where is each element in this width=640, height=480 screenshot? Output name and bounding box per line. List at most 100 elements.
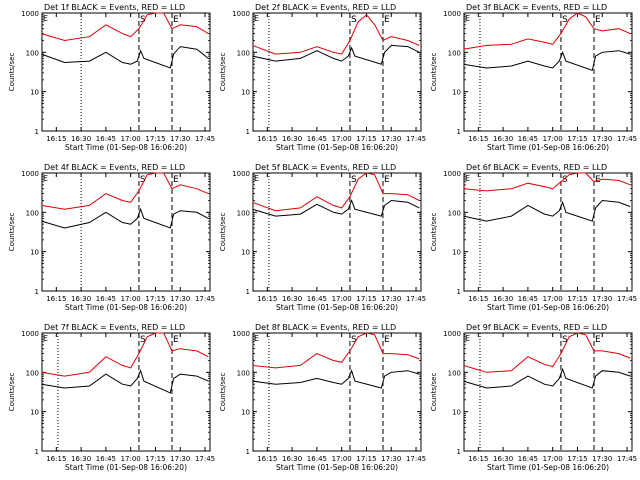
x-tick-label: 17:45 xyxy=(195,135,215,143)
chart-title: Det 2f BLACK = Events, RED = LLD xyxy=(255,3,396,12)
series-line-events xyxy=(252,369,420,389)
x-tick-label: 17:15 xyxy=(567,455,587,463)
chart-panel-3: Det 3f BLACK = Events, RED = LLD E 1 10 100 1… xyxy=(430,3,637,152)
x-tick-label: 17:30 xyxy=(381,455,401,463)
start-marker: S xyxy=(351,335,357,345)
y-tick-label: 1000 xyxy=(21,170,39,178)
plot-frame xyxy=(463,332,633,452)
chart-panel-5: Det 5f BLACK = Events, RED = LLD E 1 10 100 1… xyxy=(219,163,426,312)
y-tick-label: 100 xyxy=(26,369,39,377)
x-tick-label: 17:45 xyxy=(617,455,637,463)
x-tick-label: 17:15 xyxy=(145,135,165,143)
series-line-events xyxy=(463,50,631,71)
x-tick-label: 17:30 xyxy=(170,135,190,143)
y-tick-label: 100 xyxy=(26,49,39,57)
start-marker: S xyxy=(562,175,568,185)
y-tick-label: 10 xyxy=(452,409,461,417)
chart-panel-9: Det 9f BLACK = Events, RED = LLD E 1 10 100 1… xyxy=(430,323,637,472)
y-tick-label: 10 xyxy=(241,409,250,417)
chart-panel-7: Det 7f BLACK = Events, RED = LLD E 1 10 100 1… xyxy=(8,323,215,472)
chart-title: Det 3f BLACK = Events, RED = LLD xyxy=(466,3,607,12)
y-tick-label: 10 xyxy=(241,249,250,257)
y-tick-label: 10 xyxy=(30,409,39,417)
plot-frame xyxy=(252,172,422,292)
chart-title: Det 8f BLACK = Events, RED = LLD xyxy=(255,323,396,332)
x-tick-label: 17:45 xyxy=(406,295,426,303)
x-tick-label: 17:15 xyxy=(356,455,376,463)
x-tick-label: 17:15 xyxy=(567,135,587,143)
x-tick-label: 16:45 xyxy=(518,455,538,463)
chart-panel-1: Det 1f BLACK = Events, RED = LLD E 1 10 100 1… xyxy=(8,3,215,152)
series-line-events xyxy=(41,207,209,229)
x-tick-label: 16:45 xyxy=(518,295,538,303)
x-tick-label: 17:45 xyxy=(406,455,426,463)
x-tick-label: 17:30 xyxy=(170,295,190,303)
x-tick-label: 17:00 xyxy=(543,295,563,303)
x-tick-label: 17:00 xyxy=(332,455,352,463)
start-marker: S xyxy=(351,175,357,185)
x-tick-label: 16:15 xyxy=(468,135,488,143)
y-tick-label: 1000 xyxy=(21,10,39,18)
x-tick-label: 17:15 xyxy=(356,295,376,303)
plot-frame xyxy=(41,12,211,132)
y-tick-label: 1000 xyxy=(21,330,39,338)
corner-marker: E xyxy=(465,14,470,23)
chart-title: Det 4f BLACK = Events, RED = LLD xyxy=(44,163,185,172)
series-line-lld xyxy=(463,12,631,50)
corner-marker: E xyxy=(254,174,259,183)
x-tick-label: 16:15 xyxy=(257,455,277,463)
x-tick-label: 16:45 xyxy=(518,135,538,143)
series-line-lld xyxy=(252,172,420,212)
plot-frame xyxy=(252,332,422,452)
plot-frame xyxy=(41,172,211,292)
y-tick-label: 10 xyxy=(241,89,250,97)
end-marker: E xyxy=(595,15,601,25)
x-tick-label: 17:00 xyxy=(121,135,141,143)
x-tick-label: 16:30 xyxy=(71,135,91,143)
series-line-lld xyxy=(252,332,420,369)
x-tick-label: 17:00 xyxy=(332,295,352,303)
x-axis-label: Start Time (01-Sep-08 16:06:20) xyxy=(65,143,187,152)
y-tick-label: 100 xyxy=(448,209,461,217)
x-tick-label: 17:15 xyxy=(567,295,587,303)
series-line-events xyxy=(463,367,631,389)
x-tick-label: 17:30 xyxy=(592,295,612,303)
y-axis-label: Counts/sec xyxy=(8,373,16,412)
y-tick-label: 1000 xyxy=(232,170,250,178)
chart-title: Det 7f BLACK = Events, RED = LLD xyxy=(44,323,185,332)
series-line-events xyxy=(252,199,420,217)
corner-marker: E xyxy=(43,174,48,183)
y-tick-label: 10 xyxy=(452,89,461,97)
y-tick-label: 1000 xyxy=(443,170,461,178)
x-tick-label: 16:15 xyxy=(257,135,277,143)
chart-title: Det 9f BLACK = Events, RED = LLD xyxy=(466,323,607,332)
y-axis-label: Counts/sec xyxy=(430,213,438,252)
y-tick-label: 1 xyxy=(246,288,250,296)
y-tick-label: 10 xyxy=(30,249,39,257)
y-tick-label: 1 xyxy=(35,448,39,456)
y-tick-label: 10 xyxy=(452,249,461,257)
x-tick-label: 16:30 xyxy=(493,455,513,463)
y-tick-label: 1 xyxy=(35,288,39,296)
x-tick-label: 17:15 xyxy=(356,135,376,143)
x-tick-label: 16:45 xyxy=(307,295,327,303)
x-tick-label: 17:45 xyxy=(195,295,215,303)
start-marker: S xyxy=(140,15,146,25)
x-axis-label: Start Time (01-Sep-08 16:06:20) xyxy=(487,143,609,152)
series-line-lld xyxy=(41,12,209,42)
end-marker: E xyxy=(173,335,179,345)
y-tick-label: 100 xyxy=(237,369,250,377)
y-tick-label: 1 xyxy=(246,448,250,456)
start-marker: S xyxy=(562,15,568,25)
chart-title: Det 6f BLACK = Events, RED = LLD xyxy=(466,163,607,172)
y-tick-label: 1 xyxy=(246,128,250,136)
x-tick-label: 17:00 xyxy=(121,455,141,463)
x-tick-label: 17:45 xyxy=(195,455,215,463)
x-tick-label: 16:45 xyxy=(96,295,116,303)
x-tick-label: 16:30 xyxy=(282,455,302,463)
x-tick-label: 16:30 xyxy=(282,135,302,143)
series-line-events xyxy=(41,46,209,69)
end-marker: E xyxy=(173,15,179,25)
x-tick-label: 17:00 xyxy=(543,135,563,143)
